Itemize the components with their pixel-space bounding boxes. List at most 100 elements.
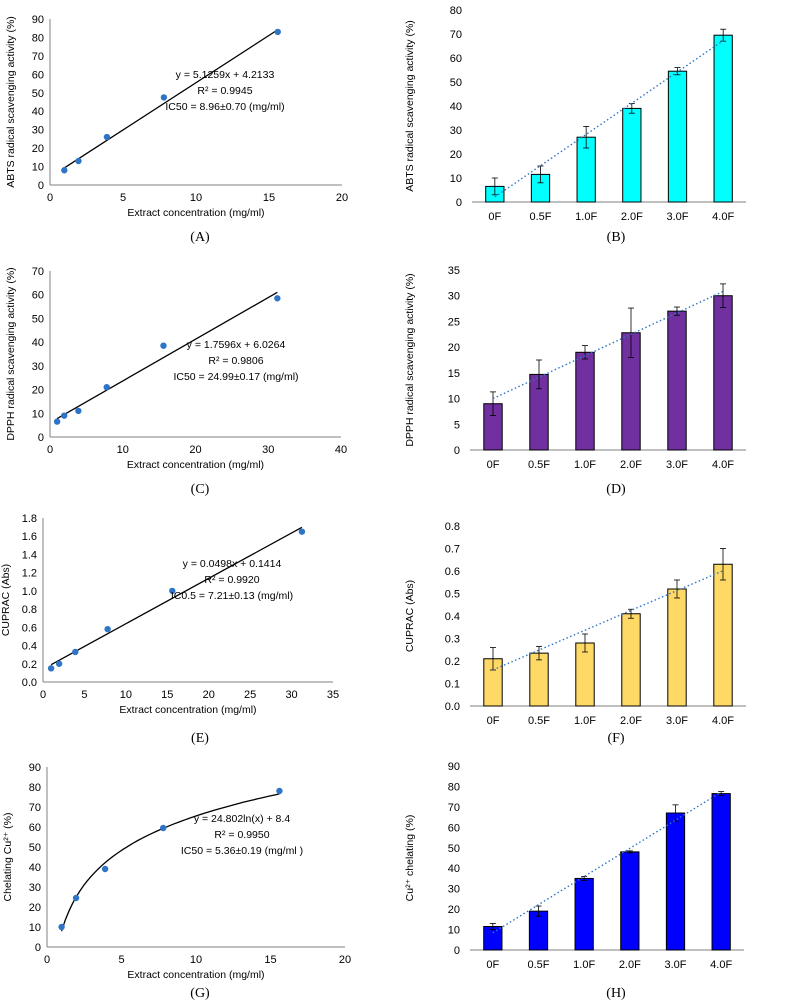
- bar: [620, 851, 640, 951]
- bar: [622, 107, 642, 203]
- data-point: [103, 133, 111, 141]
- category-label: 1.0F: [574, 715, 596, 727]
- x-tick-label: 20: [203, 689, 215, 701]
- y-tick-label: 10: [32, 162, 44, 174]
- y-tick-label: 0.2: [22, 659, 37, 671]
- x-tick-label: 10: [190, 954, 202, 966]
- equation-annotation: y = 1.7596x + 6.0264: [187, 339, 286, 351]
- y-tick-label: 90: [29, 762, 41, 774]
- data-point: [160, 824, 167, 832]
- fit-line: [56, 291, 278, 420]
- y-tick-label: 10: [448, 394, 460, 406]
- y-axis-label: CUPRAC (Abs): [0, 564, 12, 636]
- x-axis-label: Extract concentration (mg/ml): [127, 207, 264, 219]
- category-label: 0.5F: [527, 959, 549, 971]
- bar: [665, 812, 686, 951]
- x-tick-label: 10: [120, 689, 132, 701]
- y-tick-label: 40: [32, 106, 44, 118]
- category-label: 3.0F: [664, 959, 686, 971]
- equation-annotation: R² = 0.9920: [204, 574, 259, 586]
- y-tick-label: 60: [32, 69, 44, 81]
- y-tick-label: 40: [29, 862, 41, 874]
- panel-G-scatter-chart: 0 10 20 30 40 50 60 70 80 90 0 5 10 15 20 y = 24.802ln(…: [2, 762, 351, 1001]
- y-tick-label: 0: [456, 197, 462, 209]
- y-axis-label: Chelating Cu²⁺ (%): [2, 813, 14, 902]
- x-tick-label: 40: [335, 444, 347, 456]
- y-tick-label: 30: [32, 361, 44, 373]
- x-tick-label: 15: [161, 689, 173, 701]
- category-label: 3.0F: [666, 459, 688, 471]
- trend-line: [492, 791, 722, 934]
- y-tick-label: 50: [450, 77, 462, 89]
- y-tick-label: 60: [450, 53, 462, 65]
- y-axis-label: DPPH radical scavenging activity (%): [404, 273, 416, 446]
- equation-annotation: y = 5.1259x + 4.2133: [176, 69, 275, 81]
- panel-label: (E): [191, 731, 209, 746]
- y-tick-label: 0.0: [22, 677, 37, 689]
- fit-line: [50, 526, 303, 666]
- trend-line: [492, 570, 724, 671]
- equation-annotation: IC50 = 8.96±0.70 (mg/ml): [165, 101, 284, 113]
- bar: [667, 588, 687, 707]
- equation-annotation: IC0.5 = 7.21±0.13 (mg/ml): [171, 590, 293, 602]
- data-point: [104, 625, 111, 633]
- data-point: [298, 528, 306, 535]
- category-label: 0.5F: [528, 459, 550, 471]
- y-tick-label: 60: [32, 290, 44, 302]
- data-point: [72, 894, 80, 902]
- y-tick-label: 70: [32, 266, 44, 278]
- equation-annotation: R² = 0.9945: [197, 85, 252, 97]
- bar: [483, 925, 503, 951]
- panel-label: (H): [606, 986, 626, 1001]
- data-point: [61, 167, 68, 174]
- y-tick-label: 90: [448, 761, 460, 773]
- y-tick-label: 1.4: [22, 549, 37, 561]
- y-tick-label: 5: [454, 419, 460, 431]
- y-tick-label: 0.5: [445, 589, 460, 601]
- data-point: [75, 407, 82, 415]
- x-tick-label: 5: [120, 192, 126, 204]
- y-tick-label: 70: [32, 51, 44, 63]
- equation-annotation: y = 0.0498x + 0.1414: [183, 558, 282, 570]
- equation-annotation: R² = 0.9950: [214, 829, 269, 841]
- bar: [711, 793, 731, 951]
- category-label: 2.0F: [621, 211, 643, 223]
- panel-F-bar-chart: 0.0 0.1 0.2 0.3 0.4 0.5 0.6 0.7 0.8 0F 0.5F 1.0F 2.0…: [404, 521, 746, 746]
- panel-label: (F): [607, 731, 624, 746]
- category-label: 4.0F: [712, 459, 734, 471]
- y-tick-label: 50: [29, 842, 41, 854]
- y-tick-label: 1.6: [22, 531, 37, 543]
- y-tick-label: 0.6: [445, 566, 460, 578]
- fit-line: [60, 793, 280, 932]
- y-tick-label: 0.8: [22, 604, 37, 616]
- bar: [713, 295, 733, 451]
- panel-B-bar-chart: 0 10 20 30 40 50 60 70 80 0F 0.5F 1.0F 2.0F 3.0F 4.0F A…: [404, 5, 746, 245]
- data-point: [276, 787, 283, 795]
- x-tick-label: 20: [189, 444, 201, 456]
- y-tick-label: 1.0: [22, 586, 37, 598]
- y-tick-label: 30: [32, 125, 44, 137]
- y-tick-label: 80: [450, 5, 462, 17]
- bar: [528, 910, 549, 951]
- bar: [713, 563, 733, 707]
- category-label: 2.0F: [619, 959, 641, 971]
- y-tick-label: 50: [448, 843, 460, 855]
- y-tick-label: 10: [29, 922, 41, 934]
- y-tick-label: 50: [32, 313, 44, 325]
- panel-C-scatter-chart: 0 10 20 30 40 50 60 70 0 10 20 30 40 y = 1.7596x + 6.…: [5, 266, 347, 497]
- data-point: [101, 865, 109, 873]
- equation-annotation: IC50 = 5.36±0.19 (mg/ml ): [181, 845, 303, 857]
- y-tick-label: 0: [35, 942, 41, 954]
- y-tick-label: 20: [32, 143, 44, 155]
- category-label: 2.0F: [620, 459, 642, 471]
- data-point: [75, 157, 82, 165]
- y-axis-label: ABTS radical scavenging activity (%): [5, 16, 17, 188]
- y-tick-label: 20: [29, 902, 41, 914]
- category-label: 1.0F: [573, 959, 595, 971]
- y-axis-label: DPPH radical scavenging activity (%): [5, 267, 17, 440]
- y-tick-label: 20: [448, 904, 460, 916]
- category-label: 0.5F: [529, 211, 551, 223]
- y-tick-label: 1.8: [22, 513, 37, 525]
- data-point: [160, 342, 167, 349]
- y-axis-label: Cu²⁺ chelating (%): [404, 815, 416, 902]
